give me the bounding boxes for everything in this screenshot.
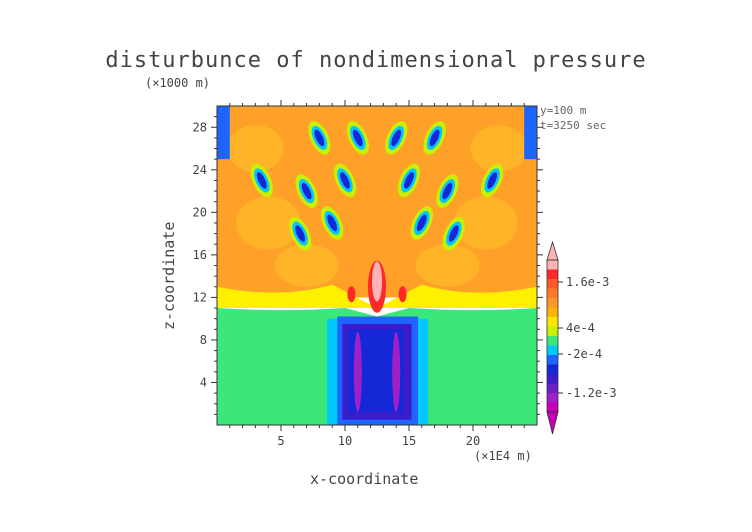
colorbar-label: 1.6e-3 (566, 275, 609, 289)
field-edge-low (524, 106, 537, 160)
x-tick-label: 10 (338, 434, 352, 448)
field-blob (415, 244, 480, 287)
colorbar-level (547, 355, 558, 365)
field-layer (217, 106, 537, 425)
x-axis-label: x-coordinate (310, 470, 419, 488)
field-wave-core (448, 225, 459, 242)
field-blob (236, 196, 301, 250)
field-yellow-band (217, 284, 537, 309)
field-wave-core (340, 172, 350, 189)
field-blob (274, 244, 339, 287)
x-tick-label: 15 (402, 434, 416, 448)
y-tick-label: 16 (193, 248, 207, 262)
field-peak (372, 261, 382, 302)
colorbar-level (547, 317, 558, 327)
field-edge-low (217, 106, 230, 160)
colorbar-level (547, 288, 558, 298)
y-tick-label: 20 (193, 205, 207, 219)
field-wave-core (327, 214, 338, 232)
field-low-streak (392, 331, 401, 412)
colorbar-level (547, 307, 558, 317)
colorbar-level (547, 393, 558, 403)
colorbar-label: -1.2e-3 (566, 386, 617, 400)
colorbar-level (547, 383, 558, 393)
field-wave-core (352, 129, 363, 147)
annotation-y-position: y=100 m (540, 104, 587, 117)
field-wave-core (429, 129, 440, 147)
x-tick-label: 20 (466, 434, 480, 448)
colorbar-level (547, 364, 558, 374)
colorbar-level (547, 260, 558, 270)
annotation-time: t=3250 sec (540, 119, 607, 132)
y-tick-label: 4 (200, 375, 207, 389)
y-tick-label: 28 (193, 120, 207, 134)
colorbar-level (547, 402, 558, 412)
colorbar-level (547, 336, 558, 346)
y-tick-label: 12 (193, 290, 207, 304)
colorbar-label: -2e-4 (566, 347, 602, 361)
y-tick-label: 24 (193, 163, 207, 177)
colorbar-level (547, 298, 558, 308)
colorbar-level (547, 279, 558, 289)
colorbar-top-arrow (546, 240, 559, 261)
colorbar-level (547, 345, 558, 355)
field-blob (470, 125, 527, 172)
x-axis-unit: (×1E4 m) (474, 449, 532, 463)
chart-title: disturbunce of nondimensional pressure (105, 48, 647, 73)
field-peak-side (347, 286, 356, 303)
colorbar-label: 4e-4 (566, 321, 595, 335)
plot-area (217, 106, 537, 425)
colorbar-level (547, 374, 558, 384)
y-axis-unit: (×1000 m) (145, 76, 211, 90)
field-wave-core (301, 182, 312, 200)
field-wave-core (314, 129, 325, 147)
colorbar-frame (546, 259, 559, 413)
field-blob (227, 125, 284, 172)
field-wave-core (404, 172, 414, 189)
field-wave-core (416, 214, 427, 232)
y-tick-label: 8 (200, 333, 207, 347)
field-blob (453, 196, 518, 250)
colorbar-level (547, 326, 558, 336)
field-wave-core (256, 172, 267, 189)
field-wave-core (442, 182, 453, 200)
colorbar-level (547, 269, 558, 279)
colorbar-bottom-arrow (546, 411, 559, 435)
field-low-streak (353, 331, 362, 412)
colorbar: 1.6e-3 4e-4 -2e-4 -1.2e-3 (546, 240, 617, 435)
axes: 5 10 15 20 4 8 12 16 20 24 28 (193, 100, 543, 448)
field-wave-core (391, 129, 402, 147)
field-peak-side (398, 286, 407, 303)
field-wave-core (487, 172, 498, 189)
x-tick-label: 5 (277, 434, 284, 448)
field-wave-core (295, 225, 306, 242)
